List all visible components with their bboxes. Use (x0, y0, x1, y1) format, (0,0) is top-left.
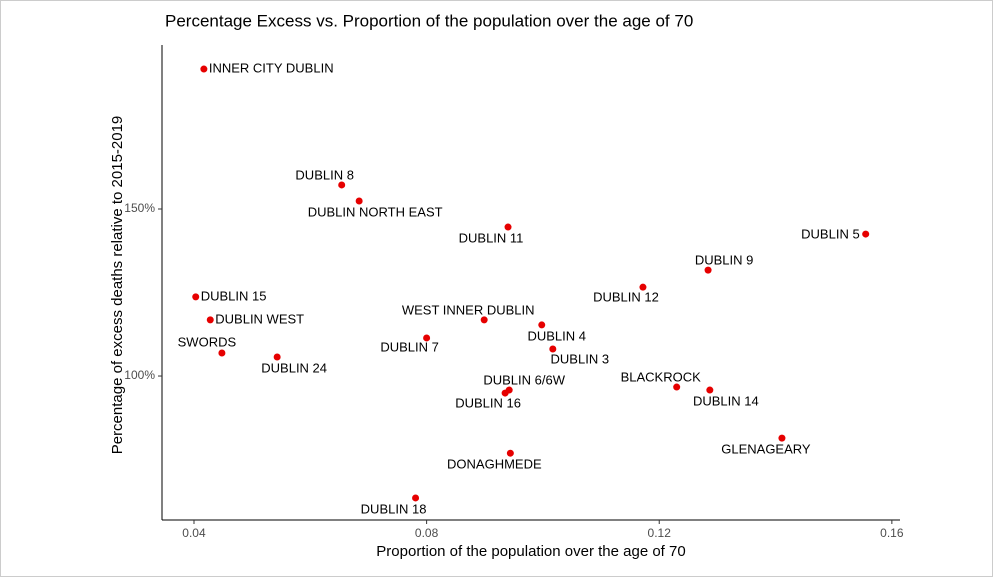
point-label: DUBLIN 9 (695, 253, 754, 268)
point (506, 449, 514, 457)
point (218, 349, 226, 357)
point (423, 334, 431, 342)
point-label: BLACKROCK (621, 369, 702, 384)
point-label: SWORDS (178, 334, 237, 349)
point-label: DUBLIN 24 (261, 360, 327, 375)
point (706, 386, 714, 394)
point-label: DUBLIN 8 (295, 167, 354, 182)
x-axis-label: Proportion of the population over the ag… (376, 543, 685, 560)
point-label: DUBLIN 14 (693, 393, 759, 408)
x-tick-label: 0.08 (415, 526, 439, 540)
point-label: INNER CITY DUBLIN (209, 60, 334, 75)
y-tick-label: 150% (124, 201, 155, 215)
chart-title: Percentage Excess vs. Proportion of the … (165, 11, 693, 30)
point-label: DUBLIN 7 (380, 339, 439, 354)
point-label: DUBLIN WEST (215, 311, 304, 326)
point-label: DUBLIN 5 (801, 227, 860, 242)
y-tick-label: 100% (124, 368, 155, 382)
y-axis-label: Percentage of excess deaths relative to … (109, 116, 126, 455)
point-label: DUBLIN 16 (455, 396, 521, 411)
point (501, 389, 509, 397)
point-label: DUBLIN 15 (201, 288, 267, 303)
point (480, 316, 488, 324)
point-label: GLENAGEARY (721, 442, 811, 457)
point (412, 494, 420, 502)
point (200, 65, 208, 73)
point-label: DUBLIN 18 (361, 501, 427, 516)
point (704, 266, 712, 274)
point-label: DUBLIN 12 (593, 290, 659, 305)
x-tick-label: 0.16 (880, 526, 904, 540)
point-label: WEST INNER DUBLIN (402, 302, 535, 317)
point-label: DUBLIN 6/6W (483, 372, 565, 387)
point (549, 345, 557, 353)
point (206, 316, 214, 324)
x-tick-label: 0.04 (182, 526, 206, 540)
point (504, 223, 512, 231)
point-label: DUBLIN 11 (459, 230, 524, 245)
point (273, 353, 281, 361)
point (192, 293, 200, 301)
x-tick-label: 0.12 (648, 526, 672, 540)
point-label: DUBLIN NORTH EAST (308, 204, 443, 219)
point (673, 383, 681, 391)
point (355, 197, 363, 205)
point (778, 434, 786, 442)
point (338, 181, 346, 189)
point (862, 230, 870, 238)
point (639, 283, 647, 291)
point-label: DONAGHMEDE (447, 457, 542, 472)
point (538, 321, 546, 329)
point-label: DUBLIN 3 (551, 351, 610, 366)
point-label: DUBLIN 4 (527, 328, 586, 343)
